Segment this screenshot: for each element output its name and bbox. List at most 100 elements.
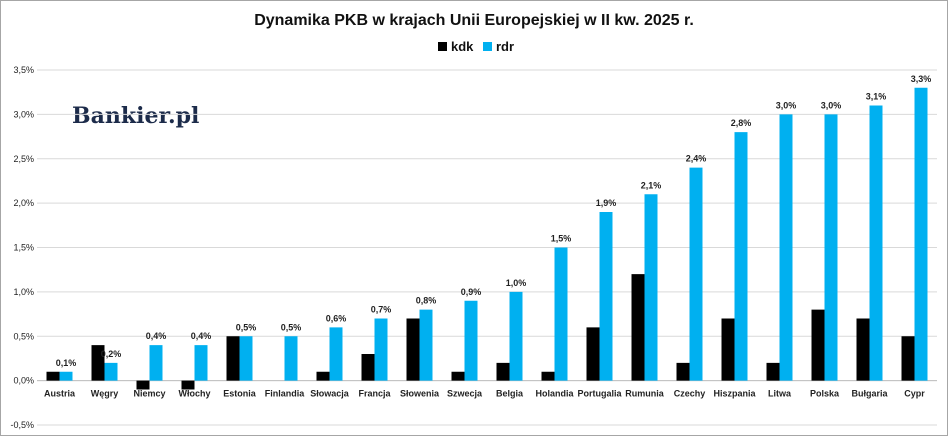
category-label: Bułgaria — [851, 389, 888, 399]
data-label-rdr-13: 2,1% — [641, 180, 662, 190]
bar-kdk-19 — [901, 336, 915, 381]
data-labels: 0,1% 0,2% 0,4% 0,4% 0,5% 0,5% 0,6% 0,7% 0,8% 0,9%… — [56, 74, 932, 368]
data-label-rdr-7: 0,7% — [371, 305, 392, 315]
legend-label-kdk: kdk — [451, 39, 474, 54]
brand-logo: Bankier.pl — [72, 103, 199, 129]
category-label: Cypr — [904, 389, 925, 399]
bar-rdr-1 — [104, 362, 118, 381]
y-tick-label: 1,0% — [13, 287, 34, 297]
y-axis: -0,5% 0,0% 0,5% 1,0% 1,5% 2,0% 2,5% 3,0% 3,5% — [10, 65, 34, 430]
y-tick-label: -0,5% — [10, 420, 34, 430]
bar-kdk-13 — [631, 274, 645, 381]
bar-rdr-3 — [194, 345, 208, 381]
bar-kdk-18 — [856, 318, 870, 381]
category-label: Litwa — [768, 389, 792, 399]
category-label: Polska — [810, 389, 840, 399]
bar-kdk-6 — [316, 371, 330, 381]
data-label-rdr-9: 0,9% — [461, 287, 482, 297]
data-label-rdr-4: 0,5% — [236, 322, 257, 332]
data-label-rdr-0: 0,1% — [56, 358, 77, 368]
bar-rdr-19 — [914, 87, 928, 381]
category-label: Czechy — [674, 389, 706, 399]
category-label: Szwecja — [447, 389, 483, 399]
bar-kdk-16 — [766, 362, 780, 381]
bar-rdr-2 — [149, 345, 163, 381]
bar-kdk-7 — [361, 354, 375, 381]
bar-rdr-17 — [824, 114, 838, 381]
bars — [46, 87, 928, 390]
y-tick-label: 3,0% — [13, 109, 34, 119]
chart-title: Dynamika PKB w krajach Unii Europejskiej… — [254, 12, 694, 29]
y-tick-label: 3,5% — [13, 65, 34, 75]
bar-rdr-16 — [779, 114, 793, 381]
bar-kdk-10 — [496, 362, 510, 381]
category-label: Belgia — [496, 389, 524, 399]
x-axis: Austria Węgry Niemcy Włochy Estonia Finlandia… — [44, 389, 925, 399]
legend-swatch-rdr — [483, 42, 492, 51]
data-label-rdr-18: 3,1% — [866, 92, 887, 102]
bar-rdr-7 — [374, 318, 388, 381]
data-label-rdr-14: 2,4% — [686, 154, 707, 164]
y-tick-label: 0,0% — [13, 376, 34, 386]
legend-label-rdr: rdr — [496, 39, 514, 54]
bar-kdk-2 — [136, 380, 150, 390]
category-label: Austria — [44, 389, 76, 399]
bar-rdr-4 — [239, 336, 253, 381]
bar-kdk-1 — [91, 345, 105, 381]
bar-rdr-13 — [644, 194, 658, 381]
data-label-rdr-11: 1,5% — [551, 234, 572, 244]
bar-rdr-12 — [599, 212, 613, 381]
category-label: Włochy — [178, 389, 210, 399]
data-label-rdr-3: 0,4% — [191, 331, 212, 341]
bar-rdr-0 — [59, 371, 73, 381]
category-label: Słowenia — [400, 389, 440, 399]
data-label-rdr-12: 1,9% — [596, 198, 617, 208]
bar-rdr-9 — [464, 300, 478, 381]
category-label: Niemcy — [133, 389, 165, 399]
bar-rdr-15 — [734, 132, 748, 381]
category-label: Rumunia — [625, 389, 664, 399]
bar-rdr-18 — [869, 105, 883, 381]
bar-kdk-11 — [541, 371, 555, 381]
bar-kdk-9 — [451, 371, 465, 381]
bar-rdr-8 — [419, 309, 433, 381]
bar-kdk-15 — [721, 318, 735, 381]
category-label: Hiszpania — [713, 389, 756, 399]
bar-rdr-11 — [554, 247, 568, 381]
bar-rdr-10 — [509, 291, 523, 381]
bar-kdk-8 — [406, 318, 420, 381]
data-label-rdr-10: 1,0% — [506, 278, 527, 288]
bar-kdk-0 — [46, 371, 60, 381]
category-label: Holandia — [535, 389, 574, 399]
bar-kdk-3 — [181, 380, 195, 390]
data-label-rdr-6: 0,6% — [326, 313, 347, 323]
y-tick-label: 0,5% — [13, 331, 34, 341]
category-label: Francja — [358, 389, 391, 399]
category-label: Estonia — [223, 389, 257, 399]
data-label-rdr-19: 3,3% — [911, 74, 932, 84]
category-label: Finlandia — [265, 389, 305, 399]
data-label-rdr-15: 2,8% — [731, 118, 752, 128]
bar-kdk-4 — [226, 336, 240, 381]
y-tick-label: 1,5% — [13, 243, 34, 253]
category-label: Słowacja — [310, 389, 350, 399]
y-tick-label: 2,5% — [13, 154, 34, 164]
data-label-rdr-16: 3,0% — [776, 100, 797, 110]
category-label: Portugalia — [577, 389, 622, 399]
y-tick-label: 2,0% — [13, 198, 34, 208]
bar-kdk-14 — [676, 362, 690, 381]
bar-kdk-12 — [586, 327, 600, 381]
bar-kdk-17 — [811, 309, 825, 381]
data-label-rdr-17: 3,0% — [821, 100, 842, 110]
data-label-rdr-5: 0,5% — [281, 322, 302, 332]
bar-rdr-6 — [329, 327, 343, 381]
data-label-rdr-8: 0,8% — [416, 296, 437, 306]
category-label: Węgry — [91, 389, 119, 399]
bar-rdr-5 — [284, 336, 298, 381]
legend: kdk rdr — [438, 39, 514, 54]
data-label-rdr-1: 0,2% — [101, 349, 122, 359]
bar-rdr-14 — [689, 167, 703, 381]
legend-swatch-kdk — [438, 42, 447, 51]
